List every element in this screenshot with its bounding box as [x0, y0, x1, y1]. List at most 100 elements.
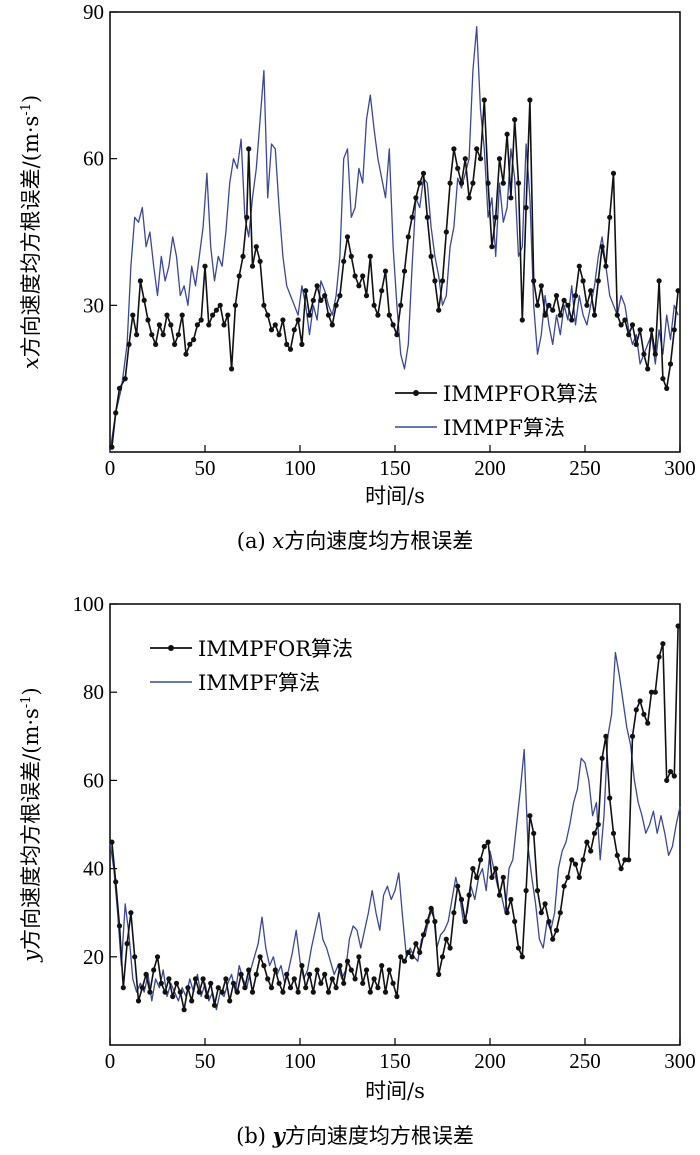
data-point [565, 874, 571, 881]
data-point [481, 97, 487, 103]
data-point [299, 341, 305, 347]
data-point [166, 976, 172, 982]
data-point [667, 769, 674, 775]
data-point [607, 795, 613, 801]
data-point [265, 976, 271, 982]
data-point [386, 967, 392, 973]
data-point [175, 332, 181, 338]
data-point [170, 993, 176, 1000]
data-point [664, 385, 670, 391]
data-point [493, 866, 499, 872]
panel-caption: (b) y方向速度均方根误差 [236, 1123, 474, 1148]
data-point [531, 830, 537, 836]
data-point [153, 341, 159, 347]
data-point [198, 317, 204, 323]
data-point [439, 954, 446, 960]
data-point [382, 268, 389, 274]
x-tick-label: 300 [664, 1049, 696, 1073]
data-point [588, 288, 594, 294]
data-point [213, 307, 219, 313]
data-point [253, 244, 259, 250]
data-point [455, 165, 461, 171]
data-point [637, 698, 643, 704]
x-tick-label: 100 [284, 1049, 316, 1073]
data-point [603, 733, 609, 739]
data-point [633, 341, 639, 347]
data-point [120, 985, 126, 991]
data-point [493, 214, 499, 220]
data-point [519, 317, 525, 323]
data-point [401, 268, 408, 274]
data-point [295, 317, 301, 323]
data-point [164, 312, 170, 318]
data-point [189, 998, 195, 1004]
data-point [276, 980, 282, 986]
x-tick-label: 200 [474, 1049, 506, 1073]
chart-panel-a: 0 50 100 150 200 250 300 30 60 90 IMMPFOR算法 IMMPF算法… [19, 0, 696, 553]
data-point [379, 963, 385, 969]
data-point [344, 234, 351, 240]
data-point [116, 385, 123, 391]
data-point [572, 861, 579, 867]
data-point [143, 971, 149, 978]
series-line [111, 99, 679, 448]
data-point [648, 689, 655, 695]
data-point [607, 214, 613, 220]
series-immpfor [109, 97, 681, 450]
data-point [261, 302, 267, 308]
data-point [322, 971, 328, 978]
data-point [122, 376, 128, 382]
data-point [405, 234, 411, 240]
data-point [394, 332, 400, 338]
data-point [280, 317, 286, 323]
data-point [156, 322, 162, 328]
data-point [466, 195, 472, 201]
data-point [455, 883, 461, 889]
data-point [576, 874, 582, 881]
data-point [249, 263, 256, 269]
x-tick-label: 300 [664, 456, 696, 480]
data-point [268, 985, 275, 991]
data-point [367, 989, 373, 995]
data-point [356, 954, 362, 960]
data-point [572, 293, 579, 299]
data-point [272, 322, 278, 328]
data-point [217, 302, 223, 308]
data-point [398, 302, 404, 308]
data-point [211, 1002, 218, 1008]
data-point [637, 327, 643, 333]
x-tick-label: 150 [379, 456, 411, 480]
series-immpf [109, 651, 681, 1011]
data-point [261, 963, 267, 969]
data-point [595, 821, 601, 828]
data-point [242, 985, 248, 991]
data-point [322, 293, 328, 299]
data-point [409, 214, 415, 220]
data-point [246, 146, 252, 152]
data-point [284, 971, 290, 978]
data-point [179, 312, 185, 318]
data-point [291, 976, 297, 982]
data-point [626, 332, 632, 338]
legend-label: IMMPFOR算法 [443, 382, 598, 406]
series-immpf [109, 26, 679, 453]
data-point [546, 302, 552, 308]
data-point [227, 998, 233, 1004]
data-point [394, 993, 400, 1000]
data-point [538, 910, 544, 916]
data-point [523, 205, 529, 211]
data-point [512, 918, 518, 925]
data-point [363, 967, 370, 973]
data-point [641, 711, 647, 717]
x-axis-label: 时间/s [365, 1079, 425, 1103]
data-point [177, 989, 183, 995]
data-point [413, 941, 419, 947]
data-point [371, 302, 377, 308]
data-point [557, 910, 563, 916]
data-point [314, 283, 320, 289]
data-point [451, 910, 457, 916]
data-point [149, 332, 155, 338]
data-point [652, 689, 658, 695]
data-point [443, 229, 449, 235]
data-point [451, 146, 457, 152]
